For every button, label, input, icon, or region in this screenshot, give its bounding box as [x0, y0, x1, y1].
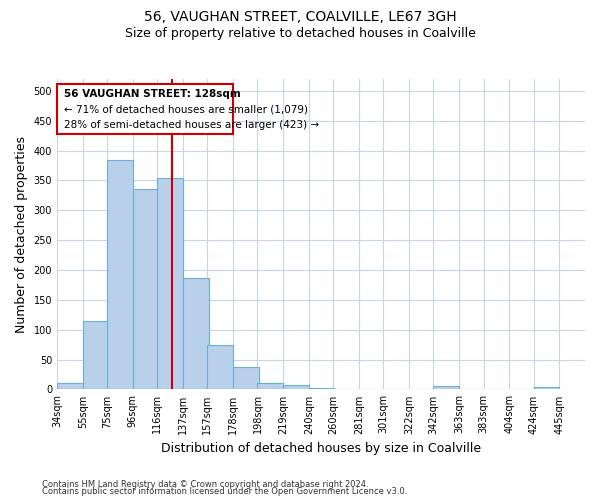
Bar — [533, 387, 559, 390]
Bar — [157, 178, 183, 390]
Bar — [283, 386, 309, 390]
Text: 56, VAUGHAN STREET, COALVILLE, LE67 3GH: 56, VAUGHAN STREET, COALVILLE, LE67 3GH — [143, 10, 457, 24]
Bar — [83, 321, 109, 390]
Bar — [257, 383, 283, 390]
Bar — [107, 160, 133, 390]
Bar — [309, 388, 334, 390]
Text: 56 VAUGHAN STREET: 128sqm: 56 VAUGHAN STREET: 128sqm — [64, 89, 241, 99]
Bar — [433, 386, 459, 390]
X-axis label: Distribution of detached houses by size in Coalville: Distribution of detached houses by size … — [161, 442, 481, 455]
Bar — [57, 383, 83, 390]
Text: Contains public sector information licensed under the Open Government Licence v3: Contains public sector information licen… — [42, 487, 407, 496]
Text: ← 71% of detached houses are smaller (1,079): ← 71% of detached houses are smaller (1,… — [64, 104, 308, 115]
Text: 28% of semi-detached houses are larger (423) →: 28% of semi-detached houses are larger (… — [64, 120, 319, 130]
Bar — [208, 344, 233, 390]
Bar — [57, 84, 233, 134]
Bar — [183, 278, 209, 390]
Y-axis label: Number of detached properties: Number of detached properties — [15, 136, 28, 332]
Bar — [233, 366, 259, 390]
Text: Contains HM Land Registry data © Crown copyright and database right 2024.: Contains HM Land Registry data © Crown c… — [42, 480, 368, 489]
Text: Size of property relative to detached houses in Coalville: Size of property relative to detached ho… — [125, 28, 475, 40]
Bar — [133, 190, 158, 390]
